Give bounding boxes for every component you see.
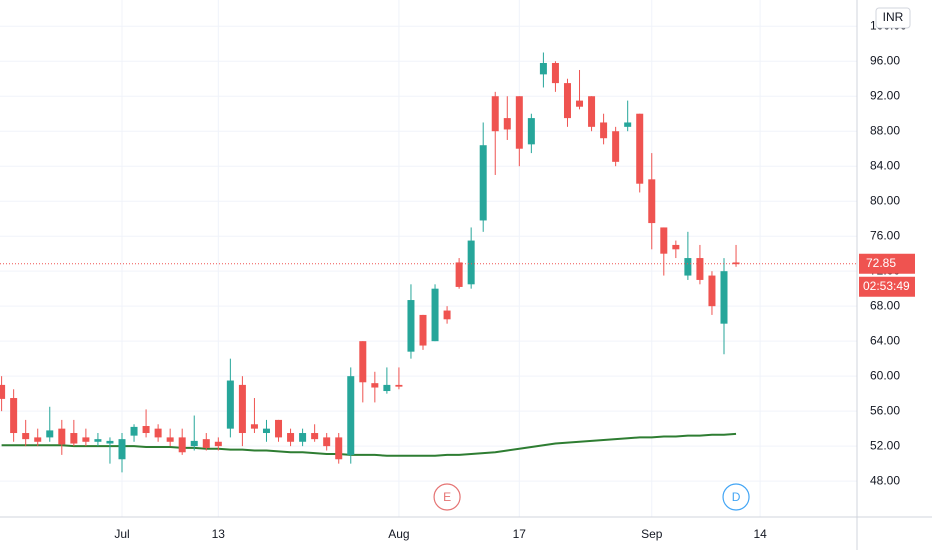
y-tick-label: 88.00 bbox=[870, 123, 900, 137]
candle-body bbox=[600, 122, 608, 139]
candle-body bbox=[202, 439, 210, 448]
candle-body bbox=[0, 384, 6, 399]
candle-body bbox=[395, 384, 403, 387]
candle-body bbox=[672, 244, 680, 250]
event-marker bbox=[433, 483, 461, 511]
y-tick-label: 64.00 bbox=[870, 333, 900, 347]
y-tick-label: 52.00 bbox=[870, 438, 900, 452]
candle-body bbox=[226, 380, 234, 429]
candle-body bbox=[612, 131, 620, 162]
candle-body bbox=[660, 227, 668, 254]
candle-body bbox=[311, 433, 319, 440]
candle-body bbox=[250, 424, 258, 429]
candle-body bbox=[22, 433, 30, 440]
y-tick-label: 76.00 bbox=[870, 228, 900, 242]
candle-body bbox=[491, 96, 499, 132]
x-tick-label: Jul bbox=[114, 527, 129, 541]
candle-body bbox=[299, 433, 307, 442]
candle-body bbox=[624, 122, 632, 127]
x-tick-label: Sep bbox=[641, 527, 663, 541]
candle-body bbox=[371, 383, 379, 388]
candle-body bbox=[82, 437, 90, 442]
candle-body bbox=[407, 300, 415, 352]
candle-body bbox=[455, 262, 463, 287]
x-tick-label: 14 bbox=[753, 527, 767, 541]
event-label: E bbox=[443, 490, 451, 504]
candle-body bbox=[323, 437, 331, 447]
event-label: D bbox=[732, 490, 741, 504]
y-tick-label: 80.00 bbox=[870, 193, 900, 207]
candle-body bbox=[443, 310, 451, 320]
currency-label: INR bbox=[883, 10, 904, 24]
candle-body bbox=[275, 419, 283, 438]
y-tick-label: 68.00 bbox=[870, 298, 900, 312]
candle-body bbox=[515, 96, 523, 149]
candle-body bbox=[238, 384, 246, 434]
y-tick-label: 96.00 bbox=[870, 53, 900, 67]
countdown-label: 02:53:49 bbox=[863, 279, 910, 293]
candle-body bbox=[130, 426, 138, 436]
candle-body bbox=[46, 430, 54, 438]
y-tick-label: 56.00 bbox=[870, 403, 900, 417]
candle-body bbox=[732, 262, 740, 265]
candle-body bbox=[70, 433, 78, 444]
x-tick-label: Aug bbox=[388, 527, 409, 541]
candle-body bbox=[648, 179, 656, 224]
candle-body bbox=[576, 100, 584, 107]
grid bbox=[0, 0, 857, 517]
candle-body bbox=[383, 384, 391, 392]
x-tick-label: 13 bbox=[212, 527, 226, 541]
candle-body bbox=[10, 398, 18, 434]
axes: 48.0052.0056.0060.0064.0068.0072.0076.00… bbox=[114, 7, 915, 541]
candle-body bbox=[335, 437, 343, 460]
candle-body bbox=[178, 437, 186, 453]
candle-body bbox=[467, 240, 475, 285]
candle-body bbox=[527, 118, 535, 145]
candle-body bbox=[94, 439, 102, 442]
candle-body bbox=[347, 376, 355, 455]
candle-body bbox=[720, 271, 728, 324]
y-tick-label: 48.00 bbox=[870, 473, 900, 487]
candle-body bbox=[262, 428, 270, 434]
candle-body bbox=[142, 426, 150, 434]
candle-body bbox=[431, 288, 439, 342]
candle-body bbox=[106, 440, 114, 444]
candle-body bbox=[287, 433, 295, 442]
countdown-badge bbox=[859, 276, 915, 297]
candle-body bbox=[503, 118, 511, 130]
candle-body bbox=[190, 440, 198, 447]
currency-badge bbox=[875, 7, 911, 29]
candle-body bbox=[684, 258, 692, 276]
candle-body bbox=[551, 62, 559, 84]
candle-body bbox=[34, 437, 42, 442]
y-tick-label: 92.00 bbox=[870, 88, 900, 102]
last-price-label: 72.85 bbox=[866, 256, 896, 270]
candle-body bbox=[214, 441, 222, 447]
last-price-badge bbox=[859, 253, 915, 274]
y-tick-label: 60.00 bbox=[870, 368, 900, 382]
x-tick-label: 17 bbox=[513, 527, 527, 541]
candle-body bbox=[419, 314, 427, 346]
candle-body bbox=[696, 258, 704, 280]
candle-body bbox=[154, 428, 162, 438]
candle-body bbox=[708, 275, 716, 307]
y-tick-label: 84.00 bbox=[870, 158, 900, 172]
candle-body bbox=[359, 341, 367, 383]
candle-body bbox=[58, 428, 66, 445]
candle-body bbox=[588, 96, 596, 127]
event-marker bbox=[722, 483, 750, 511]
candle-body bbox=[563, 83, 571, 119]
candle-body bbox=[479, 145, 487, 221]
candle-body bbox=[118, 439, 126, 460]
candle-body bbox=[166, 437, 174, 442]
candle-body bbox=[636, 113, 644, 184]
candle-body bbox=[539, 62, 547, 75]
